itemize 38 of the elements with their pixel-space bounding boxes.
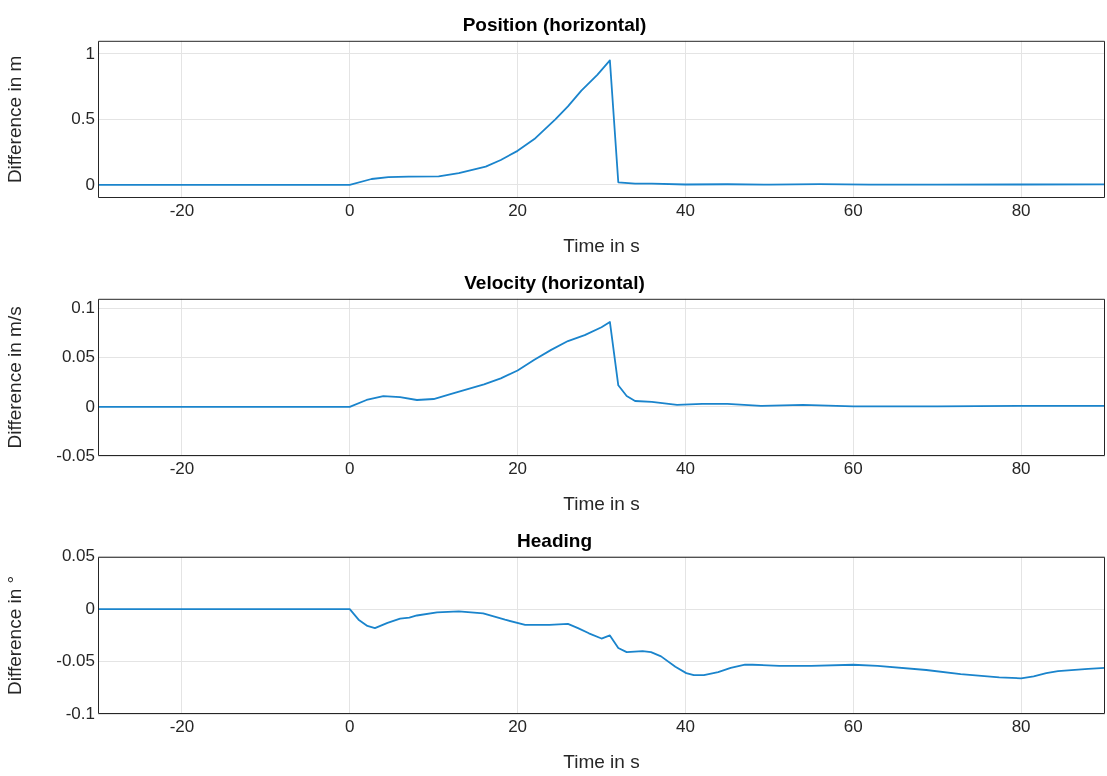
x-tick-label: 20 — [508, 200, 528, 220]
y-axis-title: Difference in m — [3, 55, 25, 184]
y-axis-title: Difference in ° — [3, 575, 25, 695]
x-tick-label: 0 — [345, 200, 355, 220]
x-tick-label: -20 — [169, 716, 195, 736]
y-tick-label: 0 — [85, 598, 95, 618]
chart-title: Heading — [517, 529, 592, 551]
x-tick-label: 0 — [345, 716, 355, 736]
y-tick-label: 1 — [85, 43, 95, 63]
chart-title: Position (horizontal) — [462, 13, 647, 35]
y-tick-label: -0.1 — [65, 703, 95, 723]
y-tick-label: 0.1 — [71, 298, 95, 318]
y-tick-label: 0.05 — [61, 347, 95, 367]
y-tick-label: 0.05 — [61, 546, 95, 566]
y-tick-label: -0.05 — [56, 445, 95, 465]
x-tick-label: 20 — [508, 716, 528, 736]
x-tick-label: 60 — [843, 458, 863, 478]
x-tick-label: 40 — [675, 716, 695, 736]
x-tick-label: 40 — [675, 458, 695, 478]
y-tick-label: 0 — [85, 174, 95, 194]
x-tick-label: 60 — [843, 200, 863, 220]
x-tick-label: 80 — [1011, 458, 1031, 478]
x-tick-label: 80 — [1011, 200, 1031, 220]
x-tick-label: 20 — [508, 458, 528, 478]
y-axis-title: Difference in m/s — [3, 306, 25, 449]
y-tick-label: 0 — [85, 396, 95, 416]
y-tick-label: -0.05 — [56, 651, 95, 671]
y-tick-label: 0.5 — [71, 109, 95, 129]
x-tick-label: 80 — [1011, 716, 1031, 736]
x-tick-label: 60 — [843, 716, 863, 736]
x-axis-title: Time in s — [563, 750, 640, 772]
x-axis-title: Time in s — [563, 234, 640, 256]
x-tick-label: 40 — [675, 200, 695, 220]
x-tick-label: -20 — [169, 458, 195, 478]
chart-title: Velocity (horizontal) — [464, 271, 645, 293]
x-tick-label: 0 — [345, 458, 355, 478]
x-tick-label: -20 — [169, 200, 195, 220]
x-axis-title: Time in s — [563, 492, 640, 514]
